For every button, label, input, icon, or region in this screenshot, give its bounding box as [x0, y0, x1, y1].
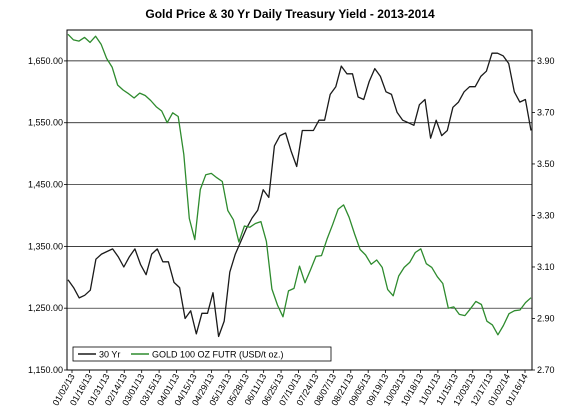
- left-tick-label: 1,250.00: [28, 303, 63, 313]
- right-tick-label: 3.90: [537, 56, 555, 66]
- right-tick-label: 3.30: [537, 210, 555, 220]
- left-tick-label: 1,350.00: [28, 241, 63, 251]
- right-tick-label: 3.50: [537, 159, 555, 169]
- right-tick-label: 2.90: [537, 313, 555, 323]
- legend-label-30yr: 30 Yr: [99, 350, 120, 360]
- legend: 30 Yr GOLD 100 OZ FUTR (USD/t oz.): [72, 346, 332, 362]
- x-axis: 01/02/1301/16/1301/31/1302/14/1303/01/13…: [51, 370, 530, 407]
- right-y-axis: 2.70 2.90 3.10 3.30 3.50 3.70 3.90: [532, 56, 555, 375]
- chart-title: Gold Price & 30 Yr Daily Treasury Yield …: [145, 7, 435, 21]
- series-line-30yr: [67, 52, 532, 338]
- series-line-gold: [67, 33, 532, 336]
- left-tick-label: 1,650.00: [28, 56, 63, 66]
- legend-box: [72, 346, 332, 362]
- right-tick-label: 2.70: [537, 365, 555, 375]
- left-tick-label: 1,150.00: [28, 365, 63, 375]
- left-y-axis: 1,150.00 1,250.00 1,350.00 1,450.00 1,550.00…: [28, 56, 67, 375]
- right-tick-label: 3.10: [537, 262, 555, 272]
- gridlines: [67, 60, 532, 309]
- left-tick-label: 1,450.00: [28, 180, 63, 190]
- series-layer: [67, 33, 532, 338]
- right-tick-label: 3.70: [537, 107, 555, 117]
- legend-label-gold: GOLD 100 OZ FUTR (USD/t oz.): [152, 350, 284, 360]
- plot-area-frame: [66, 29, 533, 371]
- left-tick-label: 1,550.00: [28, 118, 63, 128]
